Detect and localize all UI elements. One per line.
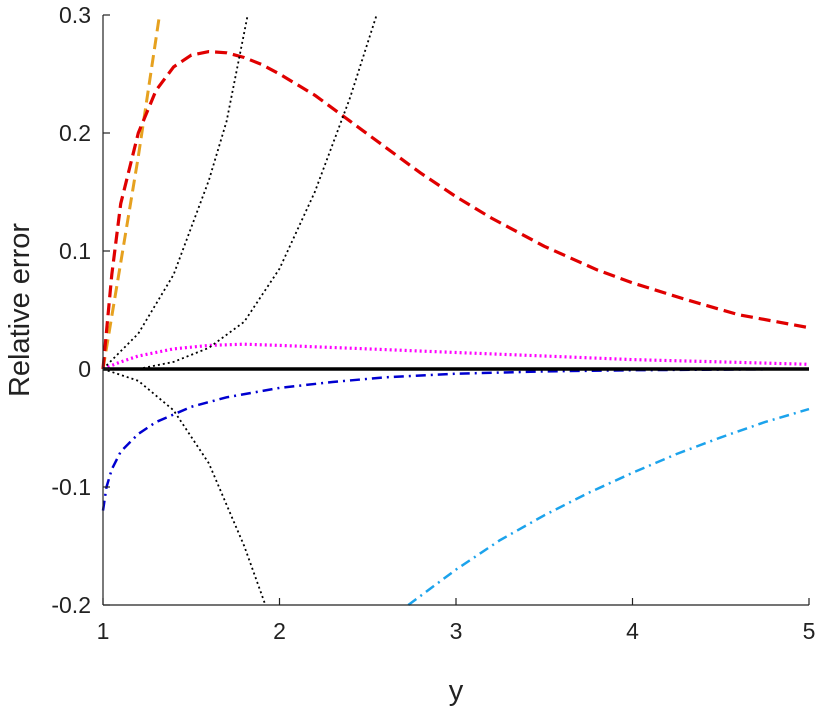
- y-tick-label: -0.1: [51, 474, 91, 500]
- series-line-5: [407, 407, 810, 607]
- x-axis-label: y: [449, 675, 464, 707]
- y-ticks: -0.2 -0.1 0 0.1 0.2 0.3: [51, 2, 110, 618]
- series-layer: [101, 14, 810, 607]
- x-tick-label: 2: [273, 618, 286, 644]
- x-tick-label: 4: [626, 618, 639, 644]
- series-line-2: [101, 49, 810, 370]
- axes: [102, 15, 809, 606]
- x-ticks: 1 2 3 4 5: [97, 598, 816, 644]
- x-tick-label: 5: [803, 618, 816, 644]
- y-tick-label: 0: [78, 356, 91, 382]
- series-line-3: [102, 342, 810, 371]
- y-tick-label: 0.2: [59, 120, 91, 146]
- series-line-8: [102, 368, 267, 606]
- x-tick-label: 1: [97, 618, 110, 644]
- y-axis-label: Relative error: [4, 223, 36, 397]
- y-tick-label: -0.2: [51, 592, 91, 618]
- series-line-6: [102, 14, 249, 370]
- series-line-4: [101, 367, 810, 511]
- series-line-1: [101, 14, 161, 370]
- y-tick-label: 0.1: [59, 238, 91, 264]
- series-line-7: [138, 14, 378, 370]
- y-tick-label: 0.3: [59, 2, 91, 28]
- x-tick-label: 3: [450, 618, 463, 644]
